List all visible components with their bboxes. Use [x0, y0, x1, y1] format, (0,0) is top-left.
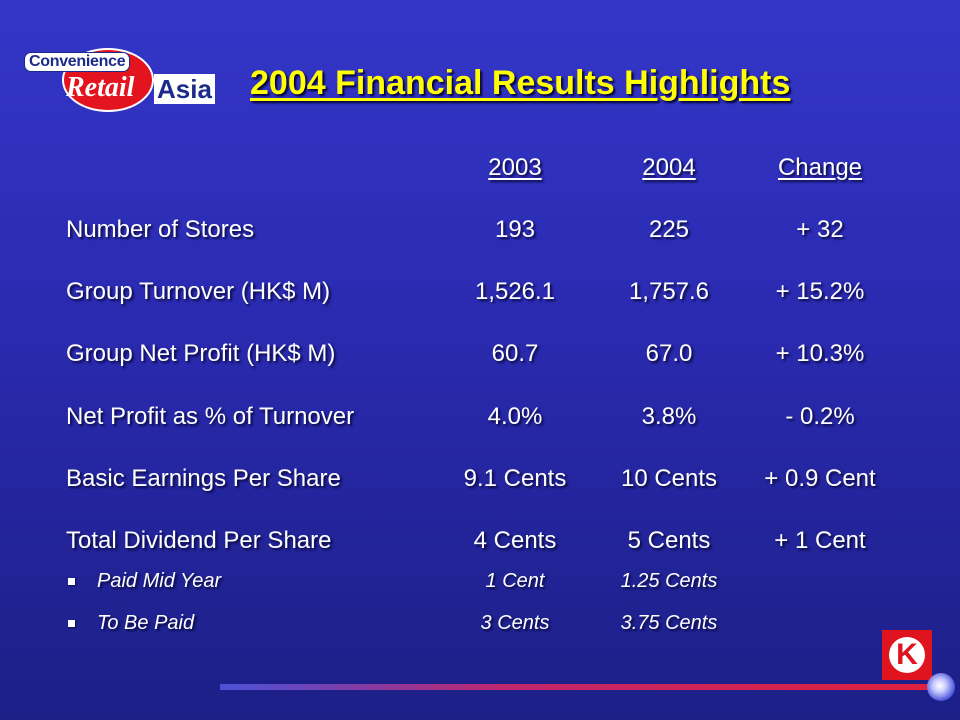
slide-title: 2004 Financial Results Highlights — [250, 64, 791, 102]
logo-letter: K — [896, 638, 918, 671]
sub-row-label: To Be Paid — [97, 612, 195, 634]
value-change: + 0.9 Cent — [764, 465, 876, 492]
glowing-orb-icon — [927, 673, 955, 701]
value-2003: 193 — [494, 216, 536, 243]
value-2004: 1,757.6 — [628, 278, 710, 305]
value-2003: 4 Cents — [473, 527, 557, 554]
bullet-square-icon — [68, 620, 75, 627]
value-change: + 10.3% — [775, 340, 865, 367]
circle-k-logo-icon: K — [882, 630, 932, 680]
column-header-2003: 2003 — [488, 154, 542, 181]
value-change: + 32 — [796, 216, 844, 243]
logo-retail-text: Retail — [66, 72, 135, 103]
value-2004: 225 — [648, 216, 690, 243]
logo-ring — [889, 637, 925, 673]
logo-asia-text: Asia — [154, 74, 215, 104]
row-label: Number of Stores — [66, 216, 255, 243]
row-label: Basic Earnings Per Share — [66, 465, 341, 492]
value-change: + 15.2% — [775, 278, 865, 305]
sub-value-2004: 1.25 Cents — [620, 570, 718, 592]
value-2004: 5 Cents — [627, 527, 711, 554]
value-2003: 60.7 — [491, 340, 539, 367]
sub-value-2003: 1 Cent — [485, 570, 545, 592]
value-2004: 67.0 — [645, 340, 693, 367]
value-change: - 0.2% — [785, 403, 855, 430]
bullet-square-icon — [68, 578, 75, 585]
value-2003: 4.0% — [487, 403, 543, 430]
value-2004: 10 Cents — [620, 465, 718, 492]
column-header-change: Change — [777, 154, 863, 181]
sub-row-label: Paid Mid Year — [97, 570, 222, 592]
logo-convenience-text: Convenience — [24, 52, 131, 72]
column-header-2004: 2004 — [642, 154, 696, 181]
footer-gradient-bar — [220, 684, 938, 690]
value-2003: 9.1 Cents — [463, 465, 567, 492]
sub-value-2004: 3.75 Cents — [620, 612, 718, 634]
sub-value-2003: 3 Cents — [480, 612, 550, 634]
value-2004: 3.8% — [641, 403, 697, 430]
row-label: Total Dividend Per Share — [66, 527, 332, 554]
row-label: Net Profit as % of Turnover — [66, 403, 355, 430]
value-change: + 1 Cent — [774, 527, 866, 554]
row-label: Group Net Profit (HK$ M) — [66, 340, 336, 367]
row-label: Group Turnover (HK$ M) — [66, 278, 331, 305]
convenience-retail-asia-logo: Convenience Retail Asia — [18, 46, 218, 118]
value-2003: 1,526.1 — [474, 278, 556, 305]
